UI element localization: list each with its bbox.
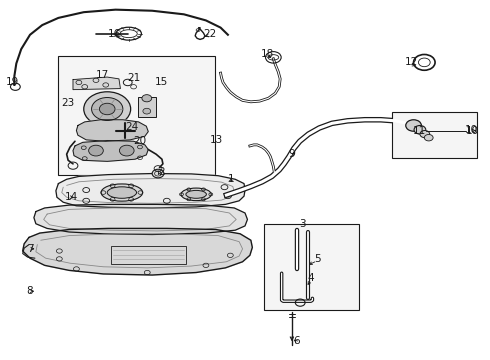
Circle shape	[142, 95, 152, 102]
Text: 7: 7	[26, 244, 33, 254]
Text: 1: 1	[228, 174, 235, 184]
Text: 10: 10	[466, 126, 479, 135]
Polygon shape	[73, 140, 148, 161]
Circle shape	[420, 131, 430, 138]
Text: 20: 20	[133, 136, 147, 145]
Ellipse shape	[101, 184, 143, 201]
Text: 16: 16	[108, 29, 121, 39]
Circle shape	[406, 120, 421, 131]
Circle shape	[92, 98, 123, 121]
Text: 11: 11	[413, 126, 426, 135]
Circle shape	[89, 145, 103, 156]
Text: 22: 22	[203, 29, 217, 39]
Ellipse shape	[181, 188, 211, 201]
Circle shape	[99, 103, 115, 115]
Polygon shape	[34, 204, 247, 234]
Polygon shape	[56, 174, 245, 208]
Ellipse shape	[107, 187, 137, 198]
Text: 2: 2	[159, 167, 165, 177]
Text: 15: 15	[155, 77, 169, 87]
Ellipse shape	[186, 190, 206, 198]
Text: 14: 14	[65, 192, 78, 202]
Text: 24: 24	[125, 122, 138, 132]
Circle shape	[152, 169, 164, 178]
Text: 19: 19	[6, 77, 20, 87]
Text: 6: 6	[294, 336, 300, 346]
Text: 10: 10	[465, 125, 478, 135]
Text: 18: 18	[260, 49, 273, 59]
Bar	[264, 224, 359, 310]
Text: 4: 4	[308, 273, 314, 283]
Text: 17: 17	[96, 70, 109, 80]
Polygon shape	[73, 77, 121, 90]
Bar	[111, 246, 186, 264]
Circle shape	[143, 108, 151, 114]
Bar	[392, 112, 477, 158]
Text: 8: 8	[26, 286, 33, 296]
Text: 9: 9	[288, 149, 294, 159]
Text: 13: 13	[210, 135, 223, 145]
Circle shape	[424, 134, 433, 141]
Circle shape	[120, 145, 134, 156]
Polygon shape	[23, 228, 252, 275]
Bar	[138, 97, 156, 117]
Polygon shape	[76, 120, 148, 141]
Text: 3: 3	[299, 219, 305, 229]
Text: 12: 12	[405, 57, 418, 67]
Text: 5: 5	[314, 254, 320, 264]
Circle shape	[414, 126, 426, 134]
Bar	[58, 56, 215, 175]
Text: 23: 23	[62, 98, 75, 108]
Circle shape	[84, 92, 131, 126]
Text: 21: 21	[127, 73, 140, 83]
